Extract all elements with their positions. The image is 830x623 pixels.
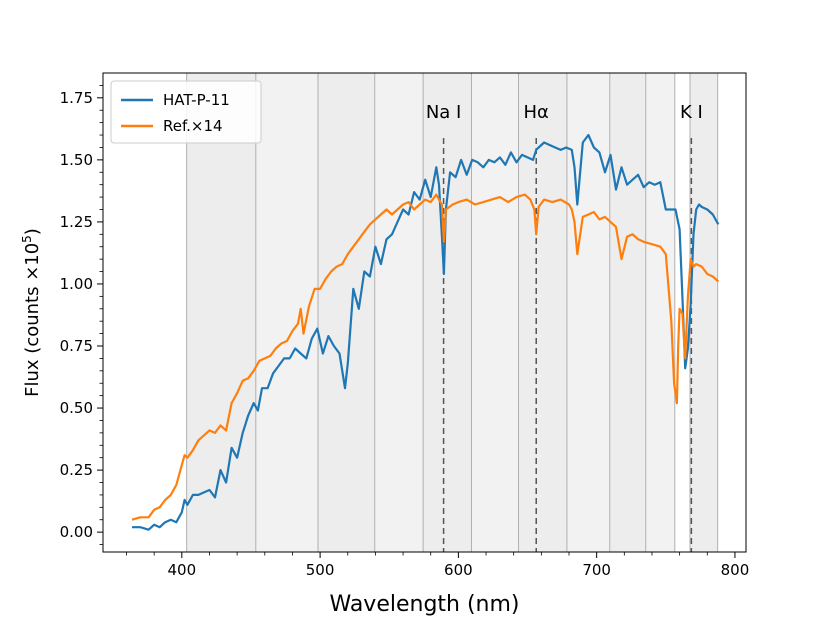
x-axis-title: Wavelength (nm) bbox=[329, 592, 519, 617]
y-axis-title-close: ) bbox=[22, 228, 43, 235]
x-tick-label-500: 500 bbox=[306, 561, 335, 579]
band-10 bbox=[689, 73, 718, 552]
y-tick-label-3: 0.75 bbox=[60, 337, 93, 355]
y-axis-title: Flux (counts ×105) bbox=[20, 228, 43, 397]
y-tick-label-5: 1.25 bbox=[60, 213, 93, 231]
legend-box bbox=[110, 80, 262, 144]
y-tick-label-4: 1.00 bbox=[60, 275, 93, 293]
band-3 bbox=[374, 73, 424, 552]
y-tick-label-1: 0.25 bbox=[60, 461, 93, 479]
x-tick-label-400: 400 bbox=[167, 561, 196, 579]
band-6 bbox=[518, 73, 567, 552]
y-tick-label-6: 1.50 bbox=[60, 151, 93, 169]
x-tick-label-800: 800 bbox=[721, 561, 750, 579]
plot-frame bbox=[102, 72, 747, 553]
y-axis-title-exponent: 5 bbox=[20, 235, 34, 243]
x-tick-label-700: 700 bbox=[582, 561, 611, 579]
legend: HAT-P-11 Ref.×14 bbox=[110, 80, 262, 144]
y-tick-label-7: 1.75 bbox=[60, 89, 93, 107]
legend-label-0: HAT-P-11 bbox=[163, 91, 230, 109]
spectral-line-markers: Na I Hα K I bbox=[426, 102, 703, 552]
band-2 bbox=[318, 73, 375, 552]
band-7 bbox=[566, 73, 610, 552]
y-axis-title-main: Flux (counts ×10 bbox=[22, 243, 43, 397]
band-0 bbox=[186, 73, 256, 552]
y-axis: 0.00 0.25 0.50 0.75 1.00 1.25 1.50 1.75 bbox=[60, 85, 103, 545]
series-line-1 bbox=[131, 193, 720, 521]
band-8 bbox=[609, 73, 646, 552]
data-series bbox=[131, 133, 720, 531]
y-tick-label-0: 0.00 bbox=[60, 523, 93, 541]
marker-label-h-: Hα bbox=[524, 102, 549, 123]
legend-label-1: Ref.×14 bbox=[163, 117, 223, 135]
marker-label-na-i: Na I bbox=[426, 102, 462, 123]
series-line-0 bbox=[132, 133, 720, 531]
marker-label-k-i: K I bbox=[680, 102, 703, 123]
x-axis: 400 500 600 700 800 bbox=[126, 552, 750, 579]
wavelength-bands bbox=[186, 73, 719, 552]
band-5 bbox=[471, 73, 519, 552]
y-tick-label-2: 0.50 bbox=[60, 399, 93, 417]
x-tick-label-600: 600 bbox=[444, 561, 473, 579]
band-4 bbox=[423, 73, 472, 552]
